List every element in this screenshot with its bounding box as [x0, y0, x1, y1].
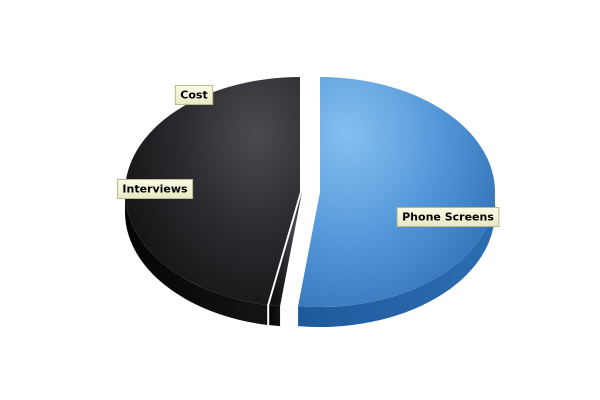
label-text-interviews: Interviews [122, 183, 188, 196]
slice-interviews[interactable] [125, 77, 300, 305]
label-box-phone-screens [396, 207, 500, 227]
label-interviews: Interviews [116, 179, 194, 199]
slice-labels: Phone Screens Cost Interviews [116, 85, 500, 227]
slice-side-interviews [125, 192, 268, 325]
label-text-cost: Cost [180, 89, 207, 102]
label-text-phone-screens: Phone Screens [402, 211, 494, 224]
pie-sides [125, 192, 495, 327]
slice-cost[interactable] [269, 192, 302, 307]
slice-phone-screens[interactable] [298, 77, 495, 307]
label-box-cost [174, 85, 214, 105]
label-phone-screens: Phone Screens [396, 207, 500, 227]
slice-side-phone-screens [298, 192, 495, 327]
pie-slices [125, 77, 495, 307]
label-cost: Cost [174, 85, 214, 105]
slice-side-cost [269, 304, 281, 327]
label-box-interviews [116, 179, 194, 199]
